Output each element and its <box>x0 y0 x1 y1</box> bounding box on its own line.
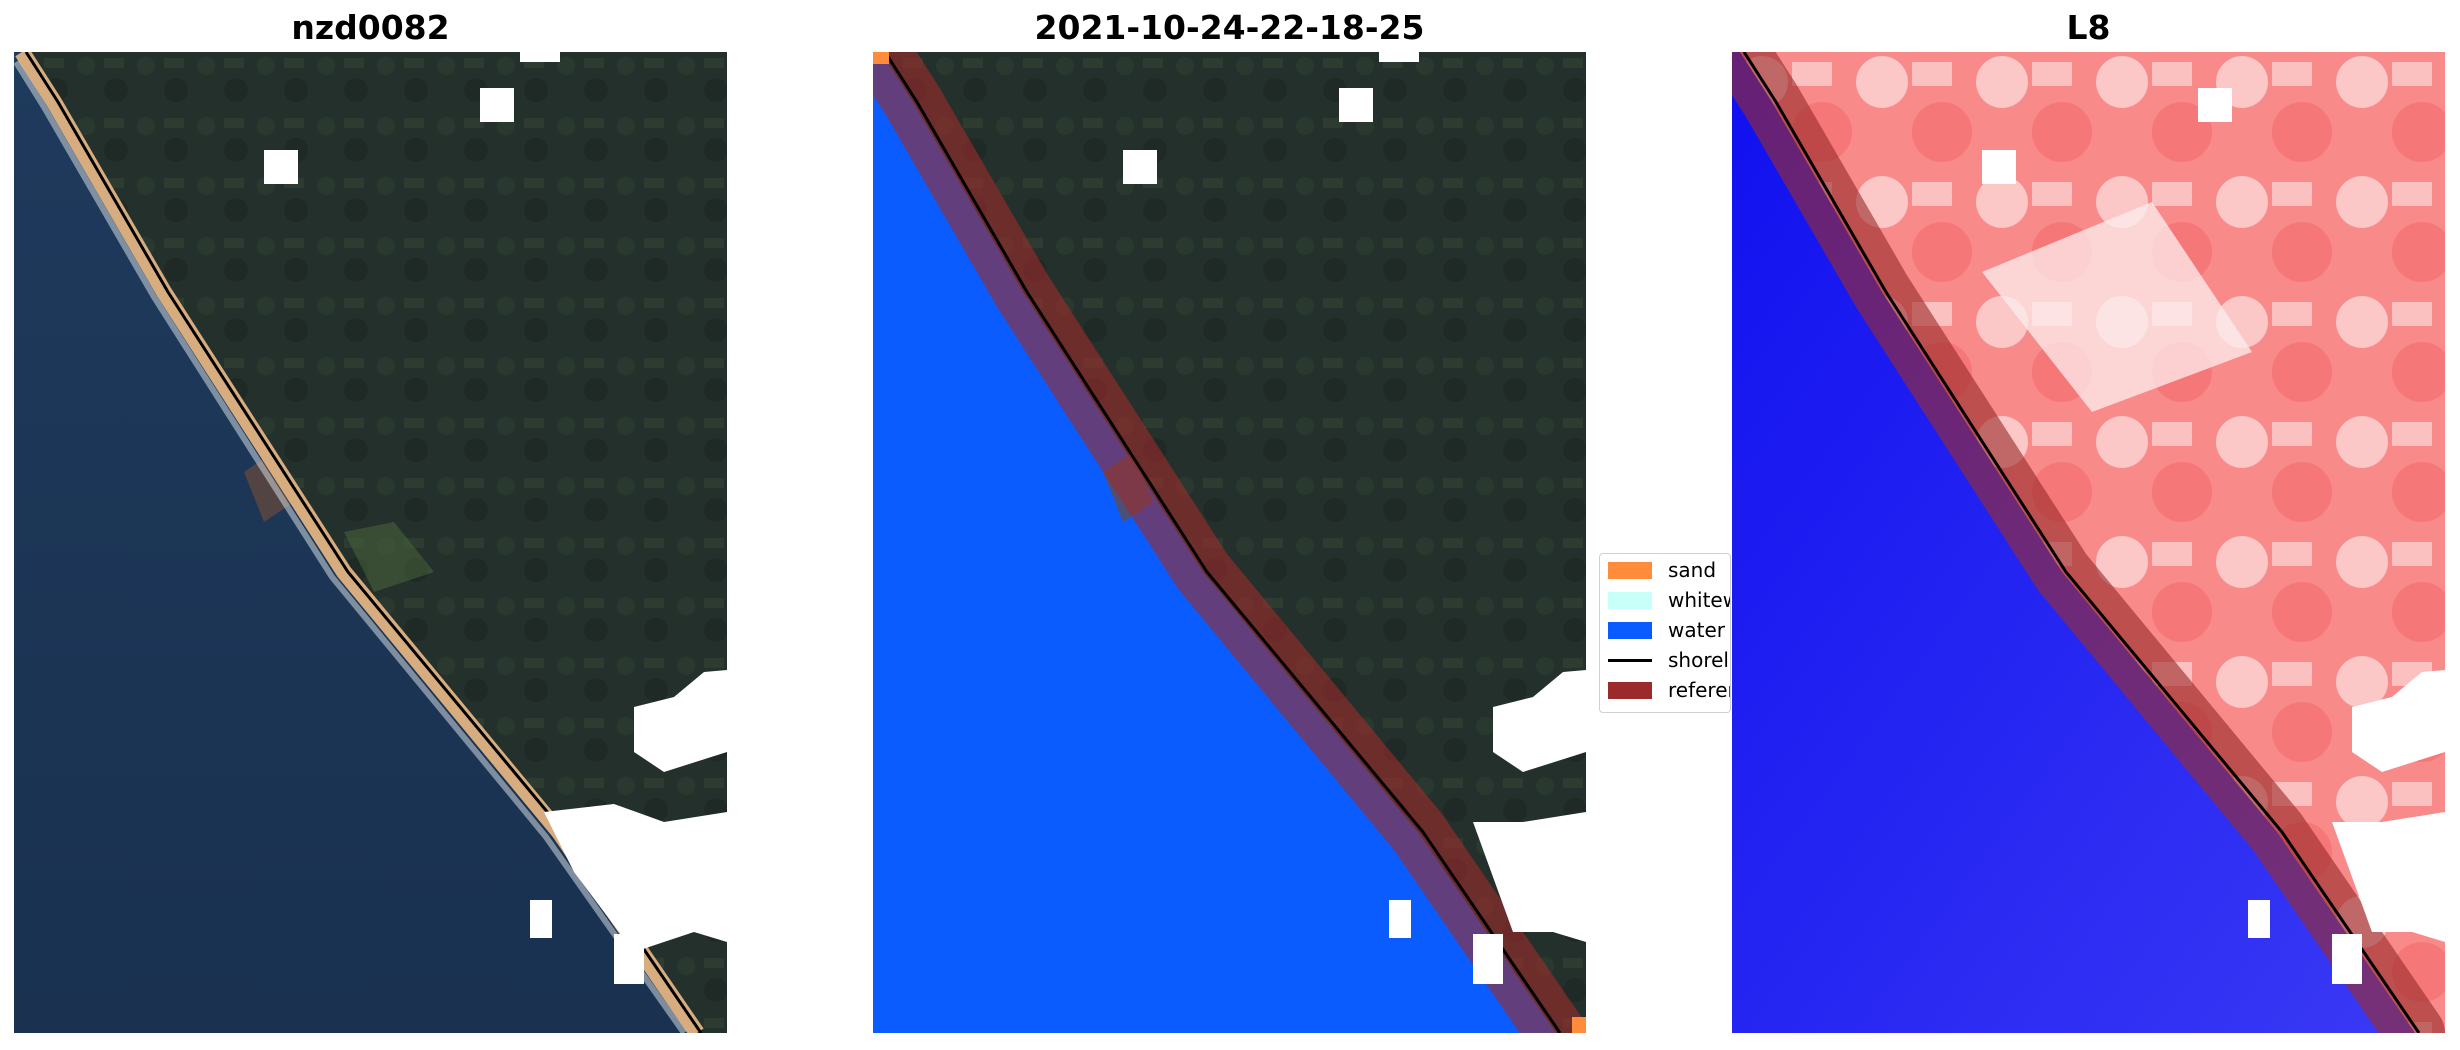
cloud-mask <box>614 934 644 984</box>
pasture-patch <box>344 522 434 592</box>
cloud-mask <box>2332 812 2445 942</box>
bare-patch <box>244 452 294 522</box>
cloud-mask <box>1123 150 1157 184</box>
cloud-mask <box>2198 88 2232 122</box>
cloud-mask <box>520 52 560 62</box>
panel-title-rgb: nzd0082 <box>291 8 450 47</box>
legend-line-shoreline <box>1608 658 1652 662</box>
cloud-mask <box>1493 670 1586 772</box>
detected-shoreline <box>1742 52 2421 1033</box>
cloud-mask <box>544 804 727 952</box>
sand-class-pixel <box>873 52 889 64</box>
cloud-mask <box>530 900 552 938</box>
legend-item-reference: referen <box>1608 675 1730 705</box>
rgb-image-panel <box>14 52 727 1033</box>
cloud-mask <box>1982 150 2016 184</box>
cloud-mask <box>264 150 298 184</box>
legend-label-shoreline: shorel <box>1668 648 1729 672</box>
legend-label-reference: referen <box>1668 678 1730 702</box>
cloud-mask <box>1389 900 1411 938</box>
legend-swatch-sand <box>1608 561 1652 579</box>
detected-shoreline <box>883 52 1562 1033</box>
legend-swatch-reference <box>1608 681 1652 699</box>
legend-label-water: water <box>1668 618 1725 642</box>
legend-swatch-water <box>1608 621 1652 639</box>
l8-index-panel <box>1732 52 2445 1033</box>
bright-land-patch <box>1982 202 2252 412</box>
cloud-mask <box>2248 900 2270 938</box>
reference-shoreline-buffer <box>1732 52 2445 1033</box>
cloud-mask <box>1473 812 1586 942</box>
cloud-mask <box>2332 934 2362 984</box>
legend-label-sand: sand <box>1668 558 1717 582</box>
cloud-mask <box>480 88 514 122</box>
panel-title-l8-index: L8 <box>2066 8 2111 47</box>
panel-title-classified: 2021-10-24-22-18-25 <box>1034 8 1425 47</box>
sand-class-pixel <box>1572 1017 1586 1033</box>
surf-line <box>14 60 687 1033</box>
legend-item-sand: sand <box>1608 555 1716 585</box>
cloud-mask <box>2352 670 2445 772</box>
legend-item-shoreline: shorel <box>1608 645 1729 675</box>
cloud-mask <box>634 670 727 772</box>
cloud-mask <box>1379 52 1419 62</box>
cloud-mask <box>1473 934 1503 984</box>
reference-shoreline-buffer <box>873 52 1586 1033</box>
classified-image-panel <box>873 52 1586 1033</box>
legend-item-water: water <box>1608 615 1725 645</box>
cloud-mask <box>1339 88 1373 122</box>
legend-swatch-whitewater <box>1608 591 1652 609</box>
